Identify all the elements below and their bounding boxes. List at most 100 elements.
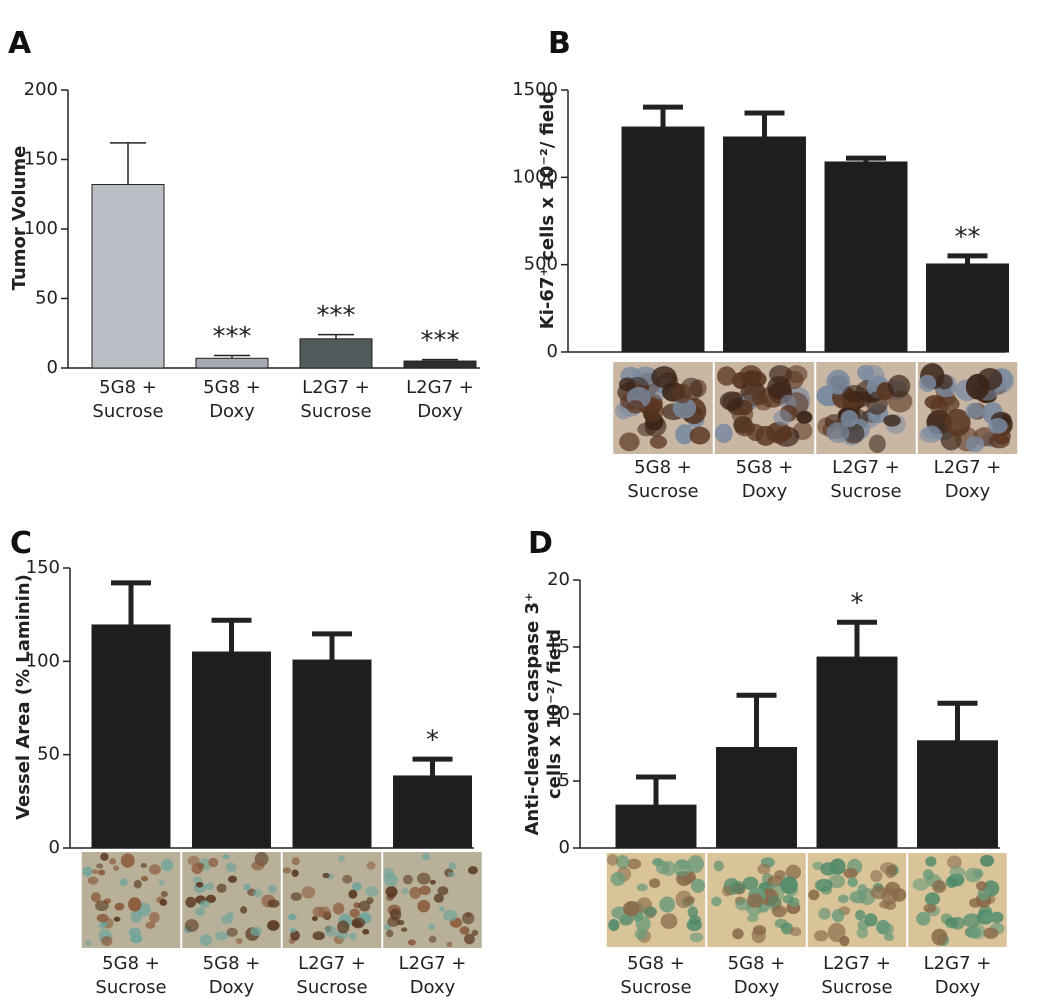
cell (879, 922, 895, 936)
micrograph (383, 852, 482, 948)
cell (808, 889, 820, 901)
bar (615, 804, 697, 849)
cell (767, 375, 792, 400)
cell (751, 392, 769, 406)
cell (96, 863, 104, 869)
cell (774, 918, 788, 929)
cell (719, 391, 744, 411)
cell (831, 908, 845, 923)
bar (299, 338, 373, 369)
y-axis-label: Tumor Volume (9, 145, 30, 291)
cell (950, 916, 965, 930)
cell (267, 899, 280, 908)
cell (661, 860, 676, 877)
cell (945, 875, 958, 888)
cell (291, 857, 300, 866)
x-tick-label: L2G7 + Doxy (398, 953, 467, 998)
cell (774, 869, 786, 880)
cell (324, 925, 338, 937)
cell (673, 859, 691, 877)
cell (912, 878, 930, 891)
cell (96, 913, 109, 923)
cell (205, 894, 216, 904)
cell (626, 400, 644, 414)
cell (780, 876, 798, 895)
y-tick-label: 5 (559, 770, 570, 791)
bar (91, 624, 171, 849)
cell (988, 418, 1008, 434)
cell (814, 878, 833, 892)
significance-label: * (851, 589, 864, 619)
cell (887, 374, 911, 398)
cell (428, 923, 435, 931)
cell (716, 366, 737, 386)
cell (443, 909, 457, 922)
cell (868, 434, 886, 454)
cell (773, 409, 792, 426)
cell (752, 925, 767, 936)
cell (195, 907, 205, 916)
cell (366, 897, 374, 905)
cell (975, 881, 987, 891)
x-tick-label: 5G8 + Sucrose (627, 457, 699, 502)
cell (216, 883, 227, 893)
cell (337, 920, 350, 934)
bar (917, 740, 998, 849)
micrograph (807, 853, 907, 947)
cell (637, 422, 656, 437)
cell (459, 926, 470, 935)
cell (785, 864, 801, 880)
cell (199, 934, 213, 946)
cell (312, 931, 325, 941)
cell (402, 874, 413, 885)
cell (879, 862, 897, 874)
cell (467, 866, 478, 875)
bar (195, 357, 269, 369)
cell (931, 928, 948, 946)
y-tick-label: 0 (559, 837, 570, 858)
cell (983, 927, 999, 939)
y-tick-label: 0 (547, 341, 558, 362)
cell (225, 862, 237, 872)
y-tick-label: 100 (26, 650, 60, 671)
panel-letter: C (10, 526, 33, 561)
cell (446, 941, 453, 947)
cell (401, 927, 408, 932)
x-tick-label: 5G8 + Sucrose (92, 377, 164, 422)
cell (184, 919, 199, 932)
cell (675, 890, 693, 909)
y-tick-label: 50 (37, 744, 60, 765)
cell (826, 422, 850, 443)
cell (267, 920, 280, 931)
cell (891, 887, 907, 902)
cell (133, 879, 142, 889)
cell (747, 914, 759, 923)
cell (949, 866, 966, 879)
cell (407, 939, 416, 946)
cell (728, 880, 746, 894)
cell (289, 927, 297, 933)
cell (944, 408, 971, 437)
micrograph (182, 851, 281, 948)
cell (119, 878, 128, 886)
y-axis-label: Vessel Area (% Laminin) (13, 574, 34, 820)
cell (619, 432, 640, 452)
y-tick-label: 150 (26, 557, 60, 578)
micrograph (816, 362, 916, 454)
cell (349, 932, 357, 941)
cell (205, 882, 215, 891)
cell (843, 868, 858, 879)
cell (222, 854, 230, 860)
cell (140, 862, 147, 868)
cell (643, 906, 658, 917)
y-tick-label: 0 (49, 837, 60, 858)
x-tick-label: 5G8 + Doxy (727, 953, 786, 998)
cell (757, 863, 771, 875)
micrograph (282, 852, 382, 948)
cell (782, 894, 794, 904)
cell (608, 918, 620, 932)
x-tick-label: 5G8 + Doxy (735, 457, 794, 502)
cell (711, 896, 722, 907)
cell (606, 854, 619, 866)
